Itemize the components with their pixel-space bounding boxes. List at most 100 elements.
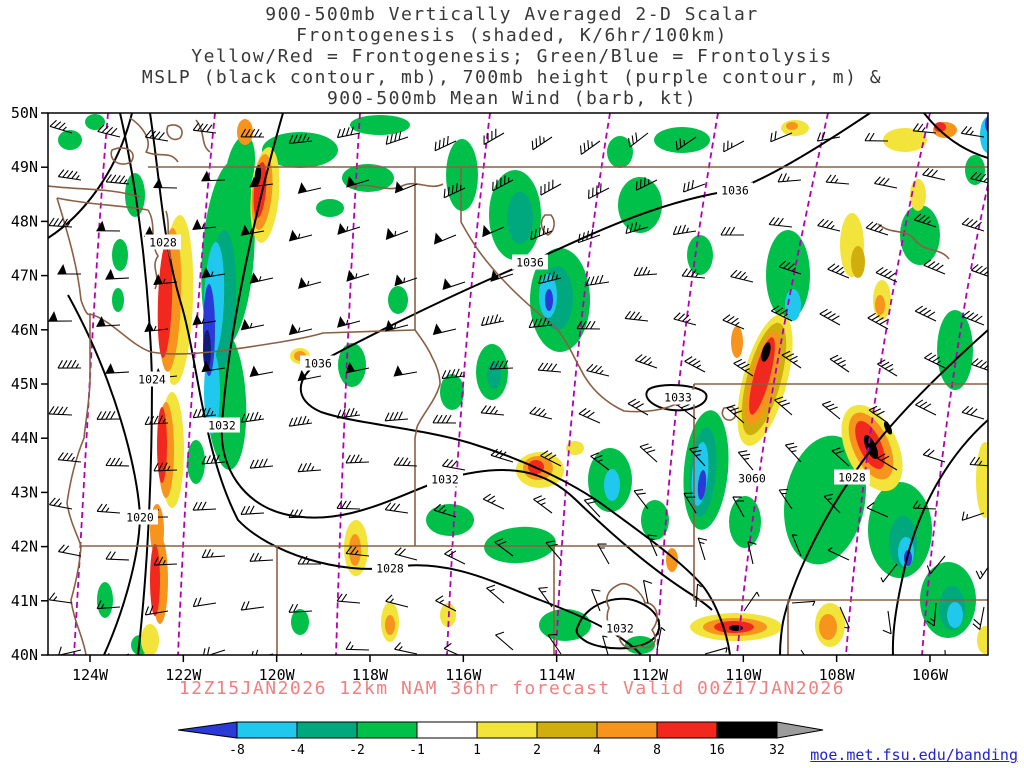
mslp-contours-shape: [891, 419, 988, 655]
mslp-contours-shape: [48, 113, 133, 239]
wind-barb: [683, 492, 697, 514]
frontogenesis-shading-shape: [530, 248, 590, 352]
wind-barb: [96, 220, 121, 232]
frontogenesis-shading-shape: [203, 284, 215, 376]
wind-barb: [681, 268, 706, 279]
wind-barb: [821, 400, 841, 420]
wind-barb: [777, 173, 802, 183]
colorbar-segment: [716, 721, 778, 739]
wind-barb: [345, 545, 370, 557]
wind-barb: [288, 603, 313, 613]
wind-barb: [873, 176, 898, 189]
state-borders-shape: [693, 383, 988, 601]
frontogenesis-shading-shape: [141, 624, 159, 655]
state-borders-shape: [56, 197, 149, 211]
frontogenesis-shading-shape: [112, 239, 128, 271]
state-borders-shape: [56, 197, 91, 655]
wind-barb: [443, 642, 459, 655]
contour-labels: 1020 1024 1028 1032 1036 1036 1036 1033 1032 1028…: [122, 182, 870, 636]
frontogenesis-shading-shape: [507, 192, 533, 244]
wind-barb: [49, 119, 73, 134]
mslp-contour-label: 1028: [376, 562, 404, 576]
wind-barb: [144, 225, 169, 237]
state-borders: [48, 117, 988, 655]
wind-barb: [432, 414, 457, 424]
frontogenesis-shading-shape: [697, 470, 707, 500]
frontogenesis-shading-shape: [819, 614, 837, 640]
wind-barb: [975, 567, 988, 580]
height-contours-shape: [736, 113, 829, 655]
wind-barb: [677, 401, 697, 420]
mslp-contour-label-box: [427, 471, 463, 487]
mslp-contour-label: 1032: [208, 419, 236, 433]
mslp-contour-label-box: [300, 355, 336, 371]
wind-barb: [240, 505, 265, 515]
wind-barb: [288, 133, 313, 145]
wind-barb: [192, 218, 217, 231]
mslp-contours-shape: [149, 113, 642, 655]
wind-barb: [432, 323, 457, 336]
mslp-contour-label: 1032: [431, 473, 459, 487]
wind-barb: [57, 452, 82, 463]
mslp-contour-label: 1028: [149, 236, 177, 250]
frontogenesis-shading-shape: [489, 170, 541, 260]
wind-barb: [960, 126, 985, 138]
wind-barb: [528, 317, 553, 329]
wind-barb: [156, 658, 177, 667]
title-line: Frontogenesis (shaded, K/6hr/100km): [296, 25, 728, 46]
frontogenesis-shading-shape: [342, 164, 394, 192]
wind-barb: [57, 544, 82, 557]
wind-barb: [336, 126, 361, 139]
frontogenesis-shading-shape: [203, 330, 211, 370]
frontogenesis-shading-shape: [641, 500, 669, 540]
mslp-contour-label-box: [717, 182, 753, 198]
mslp-contour-label-box: [834, 469, 870, 485]
wind-barb: [385, 594, 409, 608]
wind-barb: [153, 462, 178, 472]
wind-barb: [249, 365, 274, 378]
frontogenesis-shading-shape: [476, 344, 508, 400]
frontogenesis-shading-shape: [566, 441, 584, 455]
wind-barb: [880, 563, 898, 583]
mslp-contour-label: 1033: [664, 391, 692, 405]
lat-tick-label: 47N: [11, 267, 38, 285]
wind-barb: [249, 552, 274, 562]
frontogenesis-shading-shape: [683, 410, 729, 530]
frontogenesis-shading-shape: [900, 205, 940, 265]
frontogenesis-shading-shape: [863, 435, 879, 459]
wind-barb: [385, 227, 409, 240]
wind-barb: [684, 356, 706, 373]
wind-barb: [697, 537, 708, 561]
frontogenesis-shading-shape: [604, 469, 620, 501]
mslp-contour-label: 1032: [606, 622, 634, 636]
wind-barb: [192, 597, 217, 608]
wind-barb: [201, 454, 226, 465]
frontogenesis-shading-shape: [766, 230, 810, 320]
frontogenesis-shading-shape: [487, 361, 501, 389]
frontogenesis-shading-shape: [875, 295, 885, 315]
credit-link[interactable]: moe.met.fsu.edu/banding: [810, 746, 1018, 764]
wind-barb: [251, 649, 274, 655]
frontogenesis-shading-shape: [729, 625, 743, 631]
wind-barb: [201, 267, 226, 279]
wind-barb: [540, 179, 562, 196]
wind-barb: [633, 266, 658, 277]
state-borders-shape: [460, 167, 695, 413]
wind-barb: [297, 369, 322, 382]
frontogenesis-shading-shape: [224, 135, 256, 205]
wind-barb: [482, 493, 505, 510]
wind-barb: [961, 217, 985, 232]
colorbar-tick-label: -2: [349, 743, 365, 758]
frontogenesis-shading-shape: [385, 615, 395, 635]
frontogenesis-shading-shape: [965, 155, 985, 185]
frontogenesis-shading-shape: [749, 337, 775, 415]
frontogenesis-shading-shape: [158, 402, 174, 498]
colorbar-segment: [356, 721, 418, 739]
frontogenesis-shading-shape: [910, 179, 926, 211]
frontogenesis-shading-shape: [947, 602, 963, 628]
wind-barb: [729, 182, 754, 194]
colorbar-tick-label: 32: [769, 743, 785, 758]
height-contours: [73, 113, 988, 655]
